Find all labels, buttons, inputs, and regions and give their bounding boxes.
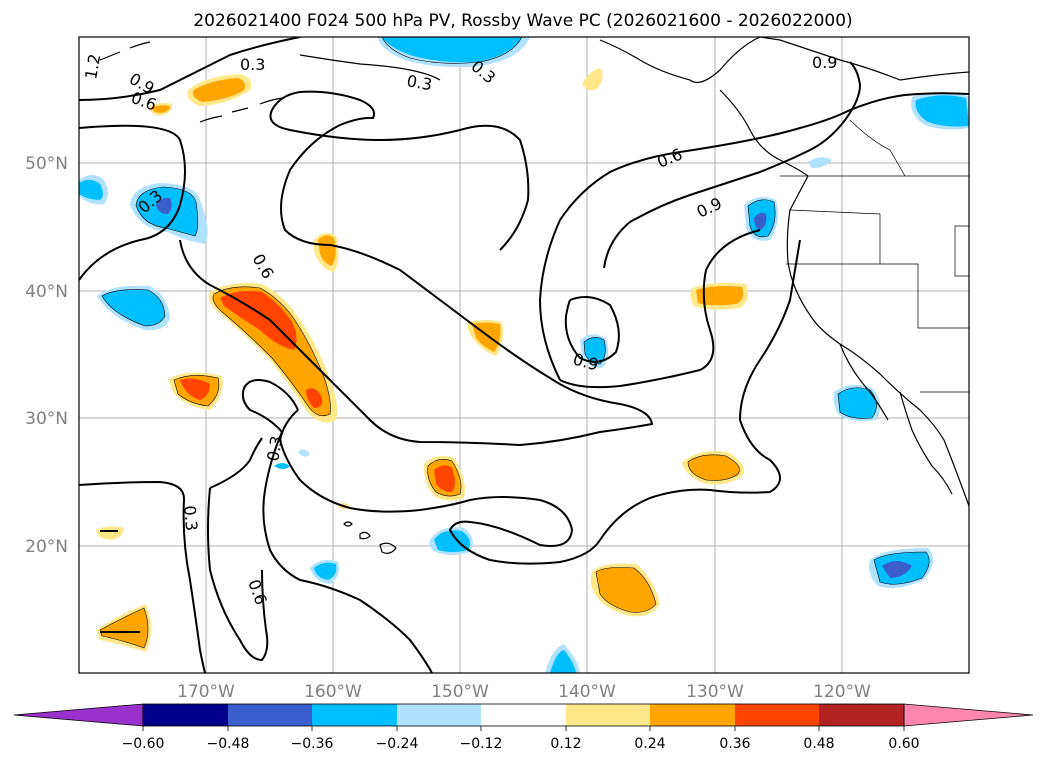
longitude-labels: 170°W 160°W 150°W 140°W 130°W 120°W [177, 682, 871, 702]
lon-label: 170°W [177, 682, 235, 702]
colorbar-tick: 0.36 [719, 736, 750, 752]
colorbar-bin [650, 704, 735, 726]
colorbar-bin [143, 704, 228, 726]
neg-patch-core [156, 197, 172, 214]
neg-patch [102, 289, 165, 326]
pos-patch-core [180, 378, 210, 400]
neg-patch [434, 530, 470, 552]
pos-patch-core [434, 465, 455, 492]
colorbar-tick: −0.24 [376, 736, 419, 752]
colorbar-tick: 0.12 [550, 736, 581, 752]
pos-patch-core [306, 388, 323, 408]
colorbar-bin [397, 704, 481, 726]
neg-patch [915, 95, 969, 127]
graticule [79, 37, 969, 673]
colorbar-frame [142, 703, 905, 727]
colorbar-tick: 0.48 [803, 736, 834, 752]
colorbar-tick: −0.48 [207, 736, 250, 752]
map-title: 2026021400 F024 500 hPa PV, Rossby Wave … [193, 11, 852, 31]
pos-patch-outer [96, 526, 124, 540]
pos-patch [688, 454, 740, 481]
neg-patch-core [754, 212, 767, 230]
colorbar-bin [819, 704, 904, 726]
colorbar: −0.60 −0.48 −0.36 −0.24 −0.12 0.12 0.24 … [13, 703, 1034, 752]
contour-label: 0.3 [405, 71, 433, 94]
neg-patch-core [882, 561, 912, 578]
colorbar-bin [735, 704, 819, 726]
neg-patch [584, 337, 606, 364]
lat-label: 30°N [25, 409, 68, 429]
pos-patch-core [220, 290, 297, 350]
lon-label: 120°W [813, 682, 871, 702]
colorbar-bin [228, 704, 312, 726]
colorbar-bin [481, 704, 566, 726]
lat-label: 40°N [25, 282, 68, 302]
lon-label: 130°W [686, 682, 744, 702]
lon-label: 150°W [431, 682, 489, 702]
map-frame [78, 36, 970, 674]
pos-patch [213, 286, 331, 416]
colorbar-extend-under [13, 703, 144, 727]
pos-patch [193, 78, 246, 102]
pos-patch [318, 235, 336, 266]
pos-patch [582, 68, 603, 91]
contour-label: 0.9 [812, 53, 837, 72]
lat-label: 20°N [25, 537, 68, 557]
colorbar-tick: −0.36 [291, 736, 334, 752]
borders [780, 119, 969, 393]
contour-label: 0.3 [180, 505, 201, 532]
neg-patch-outer [808, 157, 832, 168]
colorbar-bin [566, 704, 650, 726]
contour-label: 0.3 [263, 434, 286, 462]
rossby-contours [79, 37, 969, 673]
lon-label: 140°W [558, 682, 616, 702]
pos-patch [596, 567, 656, 613]
neg-patch [550, 650, 576, 673]
pos-patch [152, 105, 170, 113]
colorbar-tick: 0.60 [888, 736, 919, 752]
colorbar-bin [312, 704, 397, 726]
colorbar-tick: 0.24 [634, 736, 665, 752]
anomaly-outlines [99, 37, 930, 649]
neg-patch [79, 179, 103, 200]
pos-patch [696, 286, 744, 306]
neg-patch-outer [298, 449, 310, 457]
neg-patch [274, 463, 290, 469]
colorbar-tick: −0.60 [122, 736, 165, 752]
neg-patch [382, 37, 522, 63]
coastlines [99, 37, 969, 554]
contour-label: 1.2 [81, 52, 104, 80]
lat-label: 50°N [25, 154, 68, 174]
lon-label: 160°W [304, 682, 362, 702]
neg-patch [838, 387, 877, 419]
colorbar-tick: −0.12 [460, 736, 503, 752]
latitude-labels: 50°N 40°N 30°N 20°N [25, 154, 68, 557]
colorbar-extend-over [903, 703, 1034, 727]
pv-shading [79, 37, 969, 673]
neg-patch [314, 562, 337, 580]
contour-label: 0.3 [240, 55, 265, 74]
